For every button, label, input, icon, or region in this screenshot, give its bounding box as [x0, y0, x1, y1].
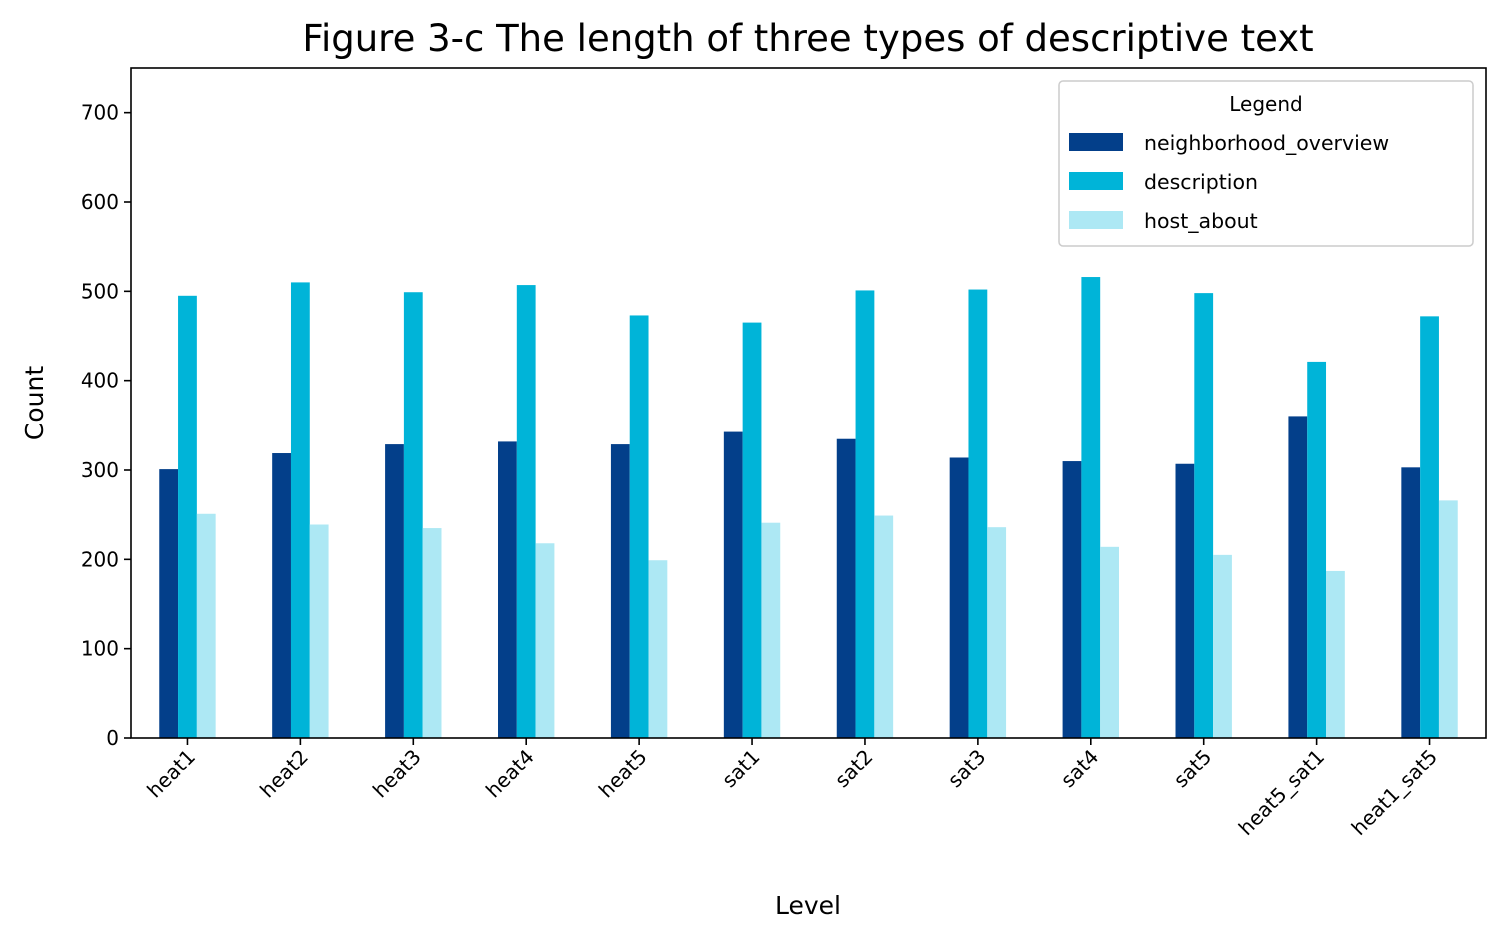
y-tick-label: 400 — [81, 369, 119, 393]
bar-host_about-heat5 — [648, 560, 668, 738]
x-tick-label: sat4 — [1056, 745, 1104, 793]
legend: Legend neighborhood_overview description h… — [1058, 80, 1474, 247]
bar-neighborhood_overview-heat4 — [498, 441, 517, 738]
bar-description-sat3 — [968, 289, 988, 738]
plot-frame — [130, 67, 1487, 739]
legend-swatch-description — [1069, 172, 1123, 190]
bar-neighborhood_overview-sat4 — [1062, 461, 1082, 738]
bar-description-sat2 — [855, 290, 875, 738]
y-tick-label: 300 — [81, 458, 119, 482]
legend-swatch-host_about — [1069, 211, 1123, 229]
bar-host_about-heat1 — [196, 513, 216, 738]
y-tick-label: 100 — [81, 637, 119, 661]
bar-neighborhood_overview-heat5 — [610, 444, 630, 738]
bar-description-heat4 — [516, 285, 536, 738]
bar-neighborhood_overview-sat1 — [723, 431, 743, 738]
legend-swatch-neighborhood_overview — [1069, 133, 1123, 151]
x-tick-label: heat1 — [142, 745, 200, 803]
bar-description-heat1_sat5 — [1420, 316, 1439, 738]
bar-description-sat5 — [1194, 293, 1214, 738]
bar-neighborhood_overview-heat2 — [272, 453, 291, 738]
x-tick-label: heat5_sat1 — [1234, 745, 1329, 840]
y-tick-label: 600 — [81, 190, 119, 214]
bar-host_about-sat4 — [1100, 546, 1119, 738]
bar-neighborhood_overview-heat5_sat1 — [1288, 416, 1308, 738]
chart-title: Figure 3-c The length of three types of … — [302, 17, 1313, 60]
bar-host_about-heat1_sat5 — [1438, 500, 1458, 738]
bar-neighborhood_overview-sat5 — [1175, 463, 1195, 738]
y-axis: 0 100 200 300 400 500 600 700 — [81, 101, 131, 750]
bar-description-heat1 — [178, 295, 197, 738]
x-tick-label: sat2 — [830, 745, 878, 793]
bar-description-sat1 — [742, 322, 762, 738]
x-tick-label: heat3 — [368, 745, 426, 803]
bar-description-heat5 — [629, 315, 649, 738]
y-tick-label: 0 — [106, 726, 119, 750]
bar-host_about-sat2 — [874, 515, 894, 738]
bar-host_about-heat2 — [309, 524, 329, 738]
y-tick-label: 500 — [81, 279, 119, 303]
legend-label-host_about: host_about — [1144, 209, 1258, 234]
bar-host_about-heat3 — [422, 528, 442, 738]
legend-box — [1058, 80, 1474, 247]
x-tick-label: heat5 — [594, 745, 652, 803]
bar-description-heat2 — [290, 282, 310, 738]
x-tick-label: heat1_sat5 — [1347, 745, 1442, 840]
legend-label-description: description — [1144, 170, 1258, 194]
bar-host_about-heat4 — [535, 543, 555, 738]
x-tick-label: heat2 — [255, 745, 313, 803]
y-axis-label: Count — [20, 366, 49, 440]
y-tick-label: 200 — [81, 547, 119, 571]
bar-neighborhood_overview-heat1 — [159, 469, 179, 738]
x-axis: heat1 heat2 heat3 heat4 heat5 sat1 sat2 sat3 sat… — [142, 738, 1442, 840]
x-tick-label: sat5 — [1169, 745, 1217, 793]
legend-label-neighborhood_overview: neighborhood_overview — [1144, 131, 1389, 156]
bar-host_about-heat5_sat1 — [1326, 570, 1345, 738]
bar-neighborhood_overview-heat3 — [385, 444, 404, 738]
bar-description-heat5_sat1 — [1307, 361, 1327, 738]
bar-neighborhood_overview-heat1_sat5 — [1401, 467, 1421, 738]
y-tick-label: 700 — [81, 101, 119, 125]
bars-group — [159, 277, 1458, 738]
x-axis-label: Level — [775, 891, 841, 920]
legend-title: Legend — [1229, 92, 1302, 116]
x-tick-label: heat4 — [481, 745, 539, 803]
bar-host_about-sat3 — [987, 527, 1007, 738]
bar-host_about-sat1 — [761, 522, 781, 738]
x-tick-label: sat1 — [717, 745, 765, 793]
bar-description-sat4 — [1081, 277, 1101, 738]
bar-description-heat3 — [403, 292, 423, 738]
bar-neighborhood_overview-sat2 — [836, 438, 856, 738]
bar-neighborhood_overview-sat3 — [949, 457, 969, 738]
x-tick-label: sat3 — [943, 745, 991, 793]
bar-host_about-sat5 — [1213, 554, 1232, 738]
